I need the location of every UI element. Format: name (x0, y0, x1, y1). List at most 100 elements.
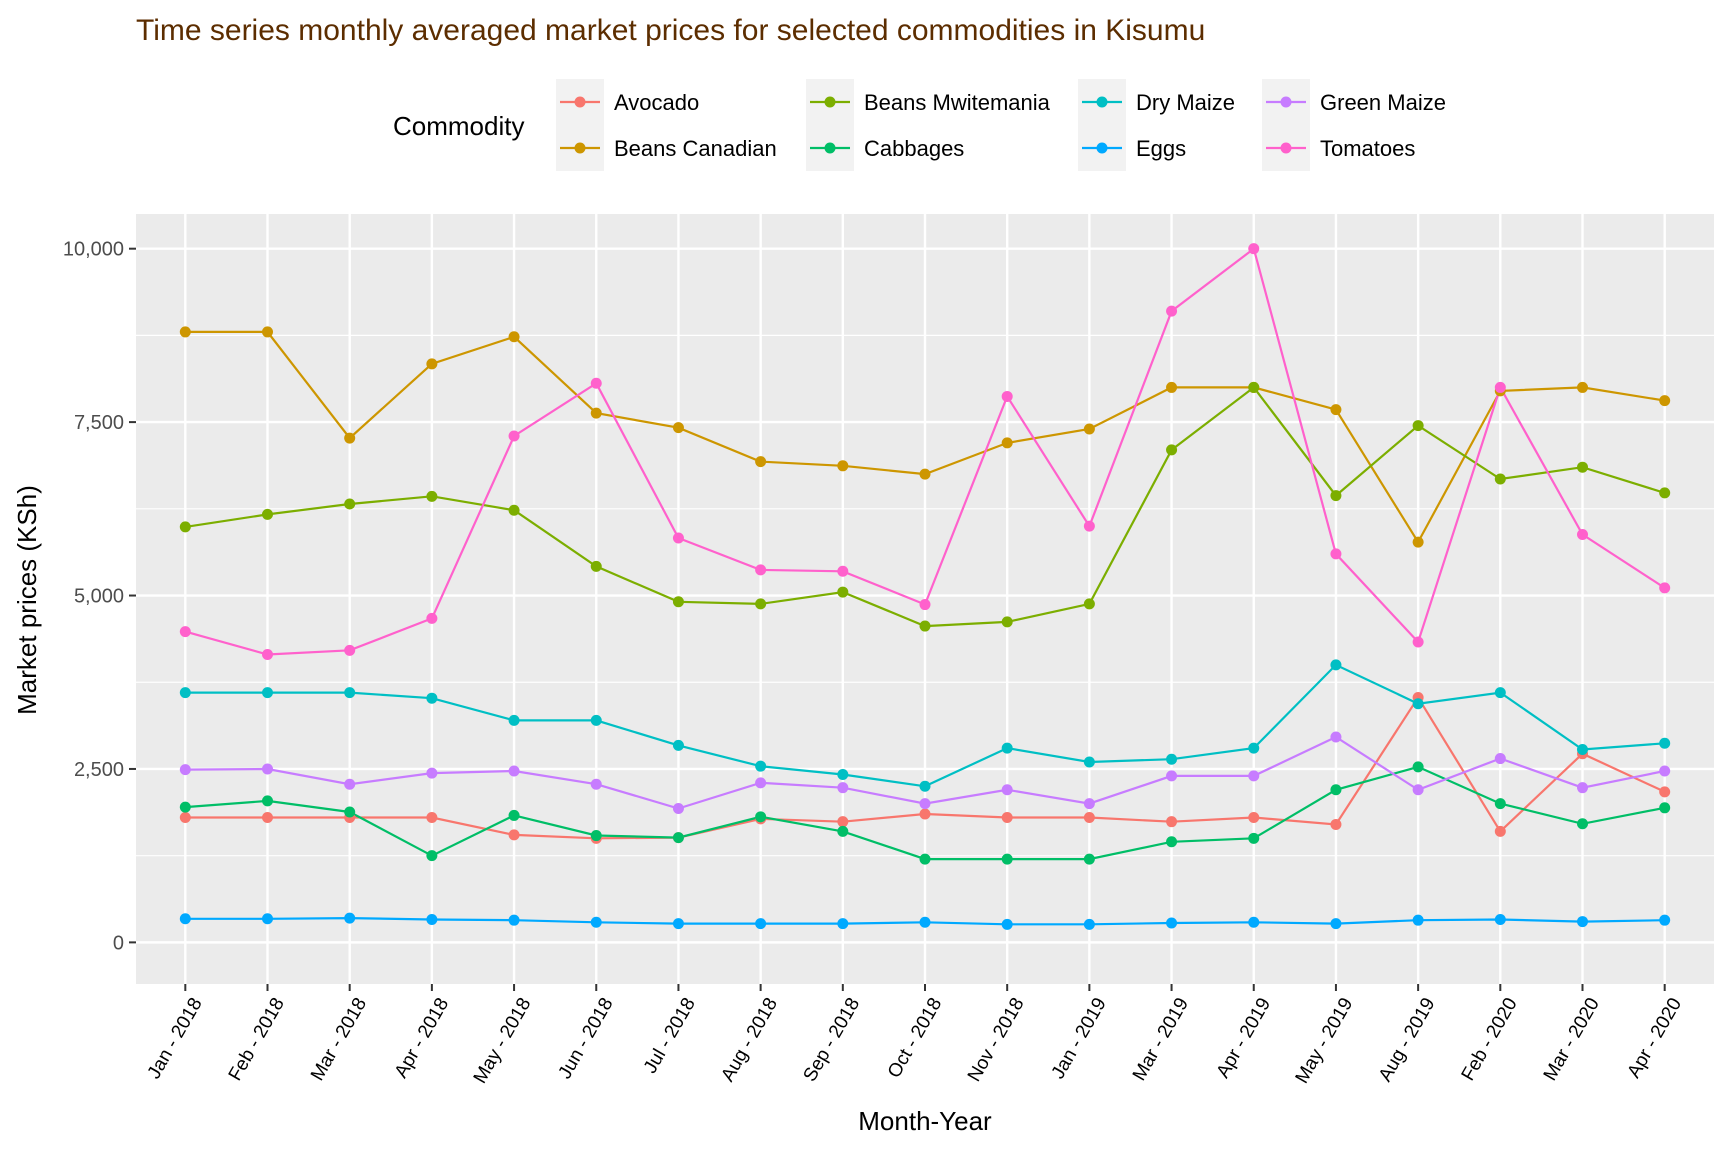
data-point (1001, 616, 1013, 628)
data-point (426, 767, 438, 779)
data-point (179, 812, 191, 824)
x-tick-label: May - 2018 (470, 994, 536, 1087)
data-point (1083, 423, 1095, 435)
data-point (837, 918, 849, 930)
x-tick-label: Mar - 2018 (307, 994, 371, 1084)
data-point (1494, 798, 1506, 810)
data-point (590, 407, 602, 419)
series-points (179, 243, 1671, 930)
data-point (1494, 825, 1506, 837)
data-point (344, 687, 356, 699)
data-point (672, 532, 684, 544)
data-point (344, 912, 356, 924)
data-point (1659, 582, 1671, 594)
data-point (508, 829, 520, 841)
data-point (508, 504, 520, 516)
data-point (590, 778, 602, 790)
data-point (1659, 765, 1671, 777)
data-point (672, 802, 684, 814)
legend-label: Tomatoes (1320, 136, 1415, 161)
data-point (755, 760, 767, 772)
data-point (672, 832, 684, 844)
data-point (1083, 598, 1095, 610)
data-point (1577, 744, 1588, 756)
data-point (919, 916, 931, 928)
x-tick-label: Sep - 2018 (800, 994, 865, 1085)
data-point (1083, 756, 1095, 768)
data-point (1166, 816, 1178, 828)
x-axis-label: Month-Year (858, 1106, 992, 1136)
data-point (1412, 761, 1424, 773)
x-tick-label: Apr - 2020 (1624, 994, 1687, 1081)
y-tick-label: 5,000 (74, 586, 124, 608)
data-point (755, 811, 767, 823)
data-point (672, 918, 684, 930)
data-point (755, 456, 767, 468)
x-tick-label: Nov - 2018 (964, 994, 1029, 1085)
data-point (508, 714, 520, 726)
data-point (1412, 784, 1424, 796)
data-point (1166, 917, 1178, 929)
x-tick-label: Jan - 2019 (1048, 994, 1111, 1082)
data-point (1330, 548, 1342, 560)
y-tick-label: 0 (113, 932, 124, 954)
data-point (1083, 853, 1095, 865)
data-point (755, 598, 767, 610)
data-point (1412, 698, 1424, 710)
y-tick-label: 7,500 (74, 412, 124, 434)
data-point (590, 560, 602, 572)
data-point (262, 326, 273, 338)
legend-label: Green Maize (1320, 90, 1446, 115)
data-point (1577, 381, 1588, 393)
data-point (179, 326, 191, 338)
data-point (1412, 636, 1424, 648)
data-point (1248, 916, 1260, 928)
y-axis: 0 2,500 5,000 7,500 10,000 (63, 239, 136, 954)
data-point (1083, 812, 1095, 824)
data-point (837, 769, 849, 781)
data-point (837, 460, 849, 472)
data-point (508, 331, 520, 343)
legend-label: Avocado (614, 90, 699, 115)
y-tick-label: 10,000 (63, 239, 124, 261)
data-point (1659, 786, 1671, 798)
data-point (508, 765, 520, 777)
data-point (1248, 381, 1260, 393)
x-tick-label: May - 2019 (1292, 994, 1358, 1087)
data-point (426, 850, 438, 862)
data-point (179, 764, 191, 776)
data-point (179, 801, 191, 813)
data-point (1001, 742, 1013, 754)
data-point (672, 422, 684, 434)
legend-item-cabbages: Cabbages (806, 125, 964, 171)
x-tick-label: Jan - 2018 (144, 994, 207, 1082)
data-point (1330, 659, 1342, 671)
data-point (1494, 913, 1506, 925)
data-point (426, 692, 438, 704)
data-point (672, 739, 684, 751)
data-point (508, 430, 520, 442)
data-point (1248, 770, 1260, 782)
data-point (1330, 731, 1342, 743)
data-point (755, 918, 767, 930)
legend-key-point (1096, 142, 1108, 154)
data-point (755, 564, 767, 576)
data-point (590, 714, 602, 726)
x-tick-label: Aug - 2019 (1375, 994, 1440, 1085)
x-tick-label: Apr - 2019 (1213, 994, 1276, 1081)
legend-label: Cabbages (864, 136, 964, 161)
x-tick-label: Jul - 2018 (640, 994, 700, 1077)
data-point (1083, 520, 1095, 532)
data-point (1166, 770, 1178, 782)
data-point (919, 798, 931, 810)
x-tick-label: Mar - 2019 (1129, 994, 1193, 1084)
data-point (837, 782, 849, 794)
legend-key-point (1096, 96, 1108, 108)
legend-key-point (1280, 142, 1292, 154)
data-point (1083, 918, 1095, 930)
data-point (1659, 737, 1671, 749)
data-point (1412, 536, 1424, 548)
data-point (1001, 437, 1013, 449)
y-axis-label: Market prices (KSh) (12, 485, 42, 715)
